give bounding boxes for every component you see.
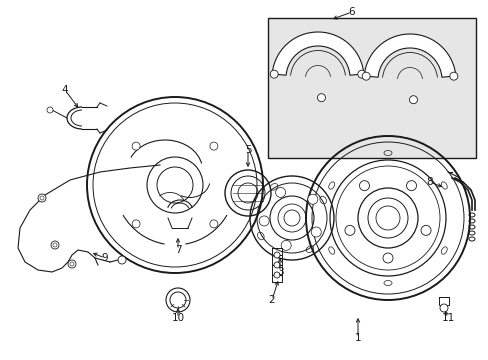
Circle shape [273, 262, 280, 268]
Circle shape [311, 227, 321, 237]
Circle shape [40, 196, 44, 200]
Text: 6: 6 [348, 7, 355, 17]
Circle shape [344, 225, 354, 235]
Text: 8: 8 [426, 177, 432, 187]
Circle shape [70, 262, 74, 266]
Text: 4: 4 [61, 85, 68, 95]
Text: 7: 7 [174, 245, 181, 255]
Circle shape [317, 94, 325, 102]
Text: 1: 1 [354, 333, 361, 343]
Polygon shape [364, 34, 455, 77]
Circle shape [269, 70, 278, 78]
Circle shape [357, 70, 365, 78]
Bar [267, 18, 475, 158]
Text: 10: 10 [171, 313, 184, 323]
Circle shape [362, 72, 369, 80]
Circle shape [420, 225, 430, 235]
Text: 3: 3 [276, 267, 283, 277]
Circle shape [259, 216, 268, 226]
Circle shape [53, 243, 57, 247]
Circle shape [359, 181, 369, 191]
Circle shape [51, 241, 59, 249]
Circle shape [132, 142, 140, 150]
Circle shape [382, 253, 392, 263]
Circle shape [439, 304, 447, 312]
Circle shape [449, 72, 457, 80]
Circle shape [273, 272, 280, 278]
Text: 2: 2 [268, 295, 275, 305]
Circle shape [275, 188, 285, 197]
Bar [438, 297, 448, 305]
Circle shape [38, 194, 46, 202]
Circle shape [273, 252, 280, 258]
Circle shape [209, 220, 218, 228]
Text: 9: 9 [102, 253, 108, 263]
Text: 11: 11 [441, 313, 454, 323]
Circle shape [118, 256, 126, 264]
Text: 5: 5 [244, 145, 251, 155]
Circle shape [47, 107, 53, 113]
Circle shape [209, 142, 218, 150]
Circle shape [132, 220, 140, 228]
Circle shape [68, 260, 76, 268]
Polygon shape [272, 32, 363, 75]
Circle shape [281, 240, 290, 251]
Circle shape [406, 181, 416, 191]
Circle shape [307, 194, 317, 204]
Circle shape [408, 96, 417, 104]
